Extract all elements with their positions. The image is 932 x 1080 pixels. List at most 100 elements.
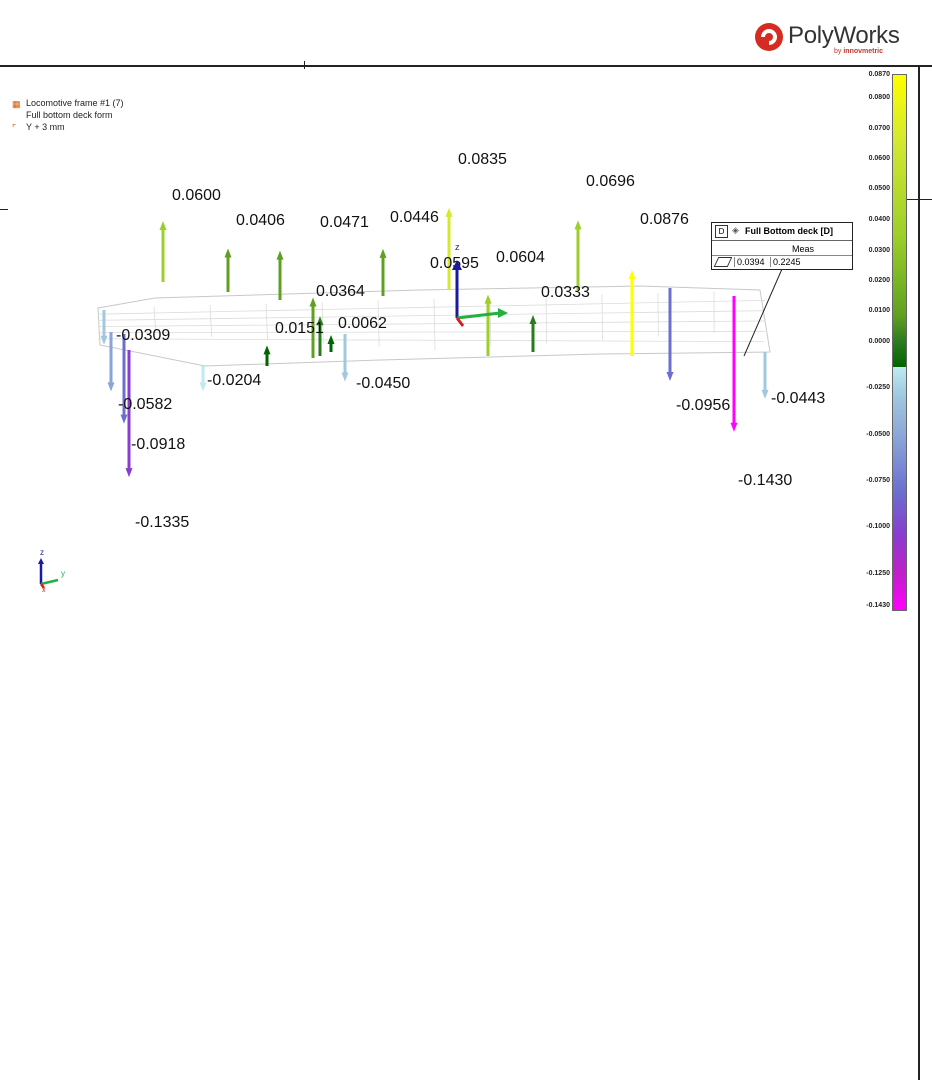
deviation-label: 0.0364 <box>316 283 365 300</box>
corner-z-label: z <box>40 548 44 557</box>
polyworks-logo-icon <box>755 23 783 51</box>
deviation-label: 0.0062 <box>338 315 387 332</box>
y-axis-line <box>456 311 501 320</box>
deviation-label: -0.0956 <box>676 397 730 414</box>
z-axis-head <box>452 260 462 270</box>
color-scale-label: -0.1430 <box>866 602 890 609</box>
polyworks-logo: PolyWorks by innovmetric <box>752 18 922 60</box>
info-row-alignment: ⌜ Y + 3 mm <box>10 121 124 133</box>
z-axis-label: z <box>455 242 460 252</box>
deviation-arrow-head <box>224 248 232 258</box>
deviation-arrow-head <box>666 372 674 382</box>
callout-value-row: 0.0394 0.2245 <box>712 255 852 268</box>
deviation-label: 0.0876 <box>640 211 689 228</box>
color-scale-label: 0.0870 <box>868 71 890 78</box>
deviation-label: -0.0443 <box>771 390 825 407</box>
deck-grid-line <box>97 338 766 343</box>
object-info: ▦ Locomotive frame #1 (7) Full bottom de… <box>10 97 124 133</box>
corner-axis-triad: z y x <box>38 548 65 594</box>
deviation-arrow-head <box>341 372 349 382</box>
frame-tick-top <box>304 61 305 69</box>
deviation-label: 0.0600 <box>172 187 221 204</box>
deviation-label: 0.0696 <box>586 173 635 190</box>
part-icon: ▦ <box>12 99 21 109</box>
deviation-arrow-head <box>730 422 738 432</box>
deviation-label: -0.0309 <box>116 327 170 344</box>
info-row-feature: Full bottom deck form <box>10 109 124 121</box>
deck-grid-line <box>97 320 766 327</box>
frame-tick-right <box>904 199 932 200</box>
deviation-arrow-head <box>761 389 769 399</box>
deviation-label: 0.0604 <box>496 249 545 266</box>
deviation-label: 0.0446 <box>390 209 439 226</box>
alignment-icon: ⌜ <box>12 123 17 133</box>
deck-grid <box>97 291 766 351</box>
color-scale-label: 0.0600 <box>868 155 890 162</box>
color-scale-label: -0.1000 <box>866 523 890 530</box>
deck-grid-line <box>433 298 436 351</box>
x-axis-line <box>455 317 465 327</box>
deck-grid-line <box>601 294 603 341</box>
color-scale-label: 0.0500 <box>868 185 890 192</box>
deviation-arrow-head <box>484 294 492 304</box>
plane-feature-icon: ◈ <box>732 225 739 235</box>
deck-grid-line <box>97 330 766 334</box>
deviation-label: 0.0471 <box>320 214 369 231</box>
center-axis-triad: z <box>452 242 508 327</box>
brand-name: PolyWorks <box>788 22 900 49</box>
deviation-arrow-head <box>276 250 284 260</box>
callout-title: Full Bottom deck [D] <box>745 226 833 236</box>
deck-outline <box>97 285 771 367</box>
color-scale-label: 0.0000 <box>868 338 890 345</box>
callout-leader <box>743 268 783 357</box>
deviation-arrow-head <box>628 270 636 280</box>
corner-x-label: x <box>42 587 46 594</box>
deviation-arrows <box>100 207 769 478</box>
corner-x-axis <box>40 583 45 589</box>
callout-tolerance: 0.0394 <box>734 257 765 267</box>
frame-right-border <box>918 65 920 1080</box>
color-scale-label: 0.0200 <box>868 277 890 284</box>
deviation-label: -0.0582 <box>118 396 172 413</box>
frame-tick-left <box>0 209 8 210</box>
color-scale-label: 0.0100 <box>868 307 890 314</box>
deck-grid-line <box>321 301 324 344</box>
color-scale-label: -0.1250 <box>866 570 890 577</box>
feature-callout[interactable]: D ◈ Full Bottom deck [D] Meas 0.0394 0.2… <box>711 222 853 270</box>
deviation-label: -0.1335 <box>135 514 189 531</box>
deviation-arrow-head <box>125 468 133 478</box>
callout-column-header: Meas <box>792 244 815 254</box>
deviation-arrow-head <box>199 382 207 392</box>
deviation-arrow-head <box>529 315 537 325</box>
part-name: Locomotive frame #1 (7) <box>26 98 124 108</box>
deviation-arrow-head <box>120 414 128 424</box>
deviation-arrow-head <box>159 221 167 230</box>
alignment-name: Y + 3 mm <box>26 122 65 132</box>
deviation-arrow-head <box>263 345 271 355</box>
deviation-arrow-head <box>327 335 335 344</box>
callout-tag: D <box>715 225 728 238</box>
callout-header: D ◈ Full Bottom deck [D] <box>712 223 852 241</box>
deck-grid-line <box>265 303 268 341</box>
brand-subtitle: by innovmetric <box>834 48 884 55</box>
corner-y-axis <box>40 578 59 586</box>
deck-grid-line <box>97 310 766 321</box>
y-axis-head <box>498 308 508 318</box>
deck-grid-line <box>489 297 492 347</box>
color-scale-label: 0.0800 <box>868 94 890 101</box>
deck-grid-line <box>545 295 548 344</box>
deviation-arrow-head <box>316 316 324 326</box>
color-scale-label: 0.0300 <box>868 247 890 254</box>
flatness-icon <box>713 257 733 267</box>
color-scale-label: -0.0250 <box>866 384 890 391</box>
deviation-labels: 0.0600 0.0406 0.0471 0.0446 0.0835 0.0595 0.06… <box>116 151 825 531</box>
feature-name: Full bottom deck form <box>26 110 113 120</box>
deviation-label: 0.0333 <box>541 284 590 301</box>
deck-grid-line <box>209 304 213 337</box>
deviation-arrow-head <box>107 382 115 392</box>
deviation-arrow-head <box>379 248 387 258</box>
frame-top-border <box>0 65 932 67</box>
deviation-arrow-head <box>445 207 453 217</box>
deviation-arrow-head <box>309 297 317 307</box>
